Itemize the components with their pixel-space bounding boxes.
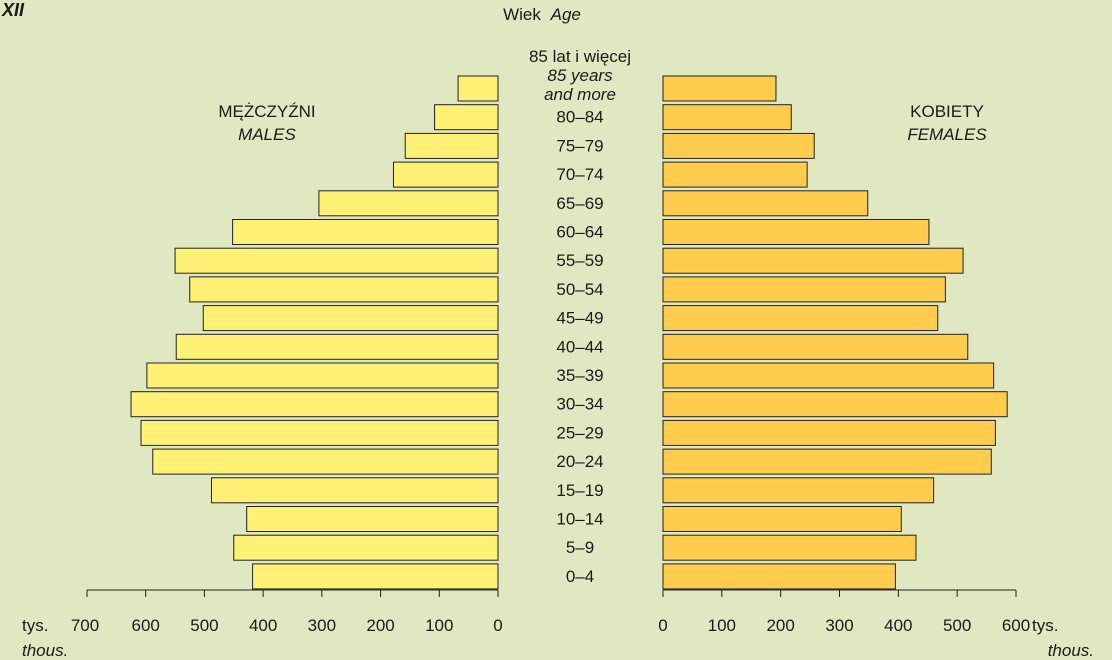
female-bar-17 (662, 534, 917, 561)
male-bar-1 (457, 75, 499, 102)
female-bar-3 (662, 132, 815, 159)
age-label-4: 70–74 (556, 165, 603, 184)
right-tick-label-1: 0 (658, 616, 667, 635)
female-bar-7 (662, 247, 964, 274)
left-tick-label-6: 200 (366, 616, 394, 635)
male-bar-12 (130, 391, 499, 418)
male-bar-8 (189, 276, 499, 303)
left-unit-label: tys. (22, 616, 48, 635)
left-tick-label-4: 400 (249, 616, 277, 635)
legend-males-pl: MĘŻCZYŹNI (218, 102, 315, 121)
male-bar-5 (318, 190, 499, 217)
male-bar-18 (252, 563, 499, 590)
female-bar-2 (662, 104, 792, 131)
female-bar-5 (662, 190, 869, 217)
age-label-9: 45–49 (556, 309, 603, 328)
males-bars (130, 75, 499, 590)
female-bar-13 (662, 419, 996, 446)
male-bar-15 (210, 477, 499, 504)
age-label-15: 15–19 (556, 481, 603, 500)
male-bar-3 (404, 132, 499, 159)
legend-females-pl: KOBIETY (910, 102, 984, 121)
left-tick-label-8: 0 (493, 616, 502, 635)
top-category-label-pl: 85 lat i więcej (529, 47, 631, 66)
female-bar-15 (662, 477, 935, 504)
left-unit-label-en: thous. (22, 641, 68, 660)
females-bars (662, 75, 1008, 590)
female-bar-16 (662, 506, 902, 532)
male-bar-17 (233, 534, 499, 561)
male-bar-6 (232, 219, 499, 245)
female-bar-9 (662, 305, 939, 332)
female-bar-12 (662, 391, 1008, 418)
right-tick-label-7: 600 (1002, 616, 1030, 635)
axes: 700 600 500 400 300 200 100 0 0 100 200 300 400 500 60… (71, 589, 1030, 635)
male-bar-7 (174, 247, 499, 274)
male-bar-9 (202, 305, 499, 332)
male-bar-13 (140, 419, 499, 446)
left-tick-label-7: 100 (425, 616, 453, 635)
male-bar-14 (152, 448, 499, 475)
male-bar-4 (392, 161, 499, 188)
age-label-2: 80–84 (556, 108, 603, 127)
female-bar-8 (662, 276, 946, 303)
female-bar-10 (662, 333, 969, 360)
right-unit-label-en: thous. (1048, 641, 1094, 660)
legend-males-en: MALES (238, 125, 296, 144)
left-tick-label-3: 500 (190, 616, 218, 635)
left-tick-label-5: 300 (308, 616, 336, 635)
age-label-7: 55–59 (556, 251, 603, 270)
right-unit-label: tys. (1032, 616, 1058, 635)
axis-title-pl: Wiek (503, 5, 541, 24)
axis-title: Wiek Age (503, 5, 581, 24)
age-label-3: 75–79 (556, 136, 603, 155)
female-bar-18 (662, 563, 896, 590)
male-bar-11 (146, 362, 499, 389)
axis-title-en: Age (550, 5, 581, 24)
age-label-10: 40–44 (556, 337, 603, 356)
left-tick-label-2: 600 (132, 616, 160, 635)
male-bar-16 (246, 506, 499, 532)
legend-females-en: FEMALES (907, 125, 987, 144)
age-label-14: 20–24 (556, 452, 603, 471)
left-tick-label-1: 700 (71, 616, 99, 635)
top-category-label-en-2: and more (544, 85, 616, 104)
age-label-5: 65–69 (556, 194, 603, 213)
male-bar-10 (175, 333, 499, 360)
age-label-11: 35–39 (556, 366, 603, 385)
age-label-17: 5–9 (566, 538, 594, 557)
age-label-16: 10–14 (556, 510, 603, 529)
right-tick-label-5: 400 (884, 616, 912, 635)
age-label-8: 50–54 (556, 280, 603, 299)
female-bar-4 (662, 161, 808, 188)
top-category-label-en-1: 85 years (547, 66, 613, 85)
age-labels: 80–84 75–79 70–74 65–69 60–64 55–59 50–54 45–49… (556, 108, 603, 586)
age-label-13: 25–29 (556, 423, 603, 442)
panel-label: XII (1, 0, 25, 20)
right-tick-label-2: 100 (708, 616, 736, 635)
female-bar-1 (662, 75, 777, 102)
female-bar-11 (662, 362, 995, 389)
female-bar-14 (662, 448, 992, 475)
right-tick-label-6: 500 (943, 616, 971, 635)
female-bar-6 (662, 219, 930, 245)
age-label-18: 0–4 (566, 567, 594, 586)
right-tick-label-4: 300 (825, 616, 853, 635)
male-bar-2 (434, 104, 499, 131)
age-label-12: 30–34 (556, 395, 603, 414)
age-label-6: 60–64 (556, 223, 603, 242)
right-tick-label-3: 200 (766, 616, 794, 635)
